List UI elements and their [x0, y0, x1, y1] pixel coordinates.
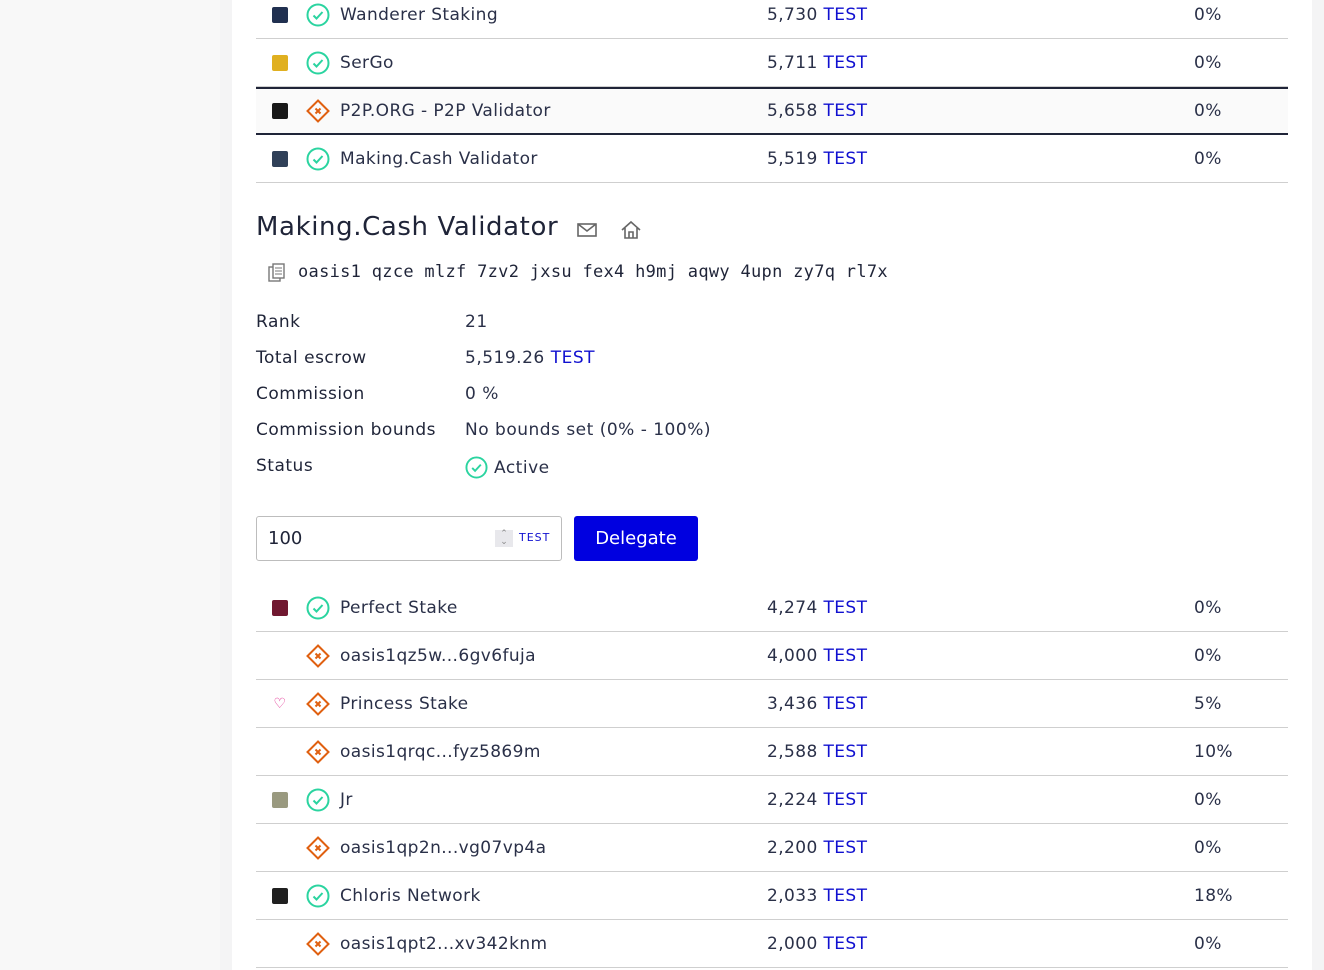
validator-row[interactable]: Perfect Stake 4,274 TEST 0% — [256, 584, 1288, 632]
escrow-amount: 2,000 TEST — [767, 933, 868, 954]
validator-table-top: Wanderer Staking 5,730 TEST 0% SerGo 5,711 T… — [256, 0, 1288, 183]
validator-name: SerGo — [340, 52, 394, 73]
validator-name: Perfect Stake — [340, 597, 458, 618]
detail-label: Total escrow — [256, 348, 367, 368]
escrow-amount: 5,519 TEST — [767, 148, 868, 169]
escrow-amount: 4,000 TEST — [767, 645, 868, 666]
escrow-amount: 2,224 TEST — [767, 789, 868, 810]
escrow-amount: 5,730 TEST — [767, 4, 868, 25]
commission: 0% — [1194, 645, 1222, 666]
escrow-amount: 2,200 TEST — [767, 837, 868, 858]
avatar — [272, 791, 288, 808]
validator-name: oasis1qp2n...vg07vp4a — [340, 837, 547, 858]
commission: 18% — [1194, 885, 1233, 906]
validator-row[interactable]: Making.Cash Validator 5,519 TEST 0% — [256, 135, 1288, 183]
validator-table-bottom: Perfect Stake 4,274 TEST 0% oasis1qz5w...6g… — [256, 584, 1288, 968]
commission: 0% — [1194, 52, 1222, 73]
status-inactive-icon — [306, 643, 330, 668]
validator-name: oasis1qpt2...xv342knm — [340, 933, 548, 954]
validator-name: oasis1qrqc...fyz5869m — [340, 741, 541, 762]
detail-value: 5,519.26 TEST — [465, 348, 596, 368]
escrow-amount: 5,658 TEST — [767, 101, 868, 121]
commission: 0% — [1194, 789, 1222, 810]
amount-field[interactable] — [268, 528, 468, 549]
sidebar — [0, 0, 220, 970]
status-inactive-icon — [306, 99, 330, 123]
email-icon[interactable] — [575, 218, 599, 242]
detail-label: Commission bounds — [256, 420, 437, 440]
status-inactive-icon — [306, 739, 330, 764]
status-active-icon — [306, 147, 330, 171]
status-active-icon — [306, 884, 330, 908]
validator-row[interactable]: oasis1qrqc...fyz5869m 2,588 TEST 10% — [256, 728, 1288, 776]
commission: 5% — [1194, 693, 1222, 714]
avatar — [272, 6, 288, 23]
detail-label: Status — [256, 456, 314, 476]
validator-row[interactable]: oasis1qp2n...vg07vp4a 2,200 TEST 0% — [256, 824, 1288, 872]
validator-name: Princess Stake — [340, 693, 469, 714]
status-inactive-icon — [306, 835, 330, 860]
copy-icon[interactable] — [268, 263, 286, 283]
avatar — [272, 150, 288, 167]
main-content: Wanderer Staking 5,730 TEST 0% SerGo 5,711 T… — [232, 0, 1312, 970]
validator-row[interactable]: SerGo 5,711 TEST 0% — [256, 39, 1288, 87]
escrow-amount: 5,711 TEST — [767, 52, 868, 73]
status-inactive-icon — [306, 691, 330, 716]
validator-title: Making.Cash Validator — [256, 212, 559, 242]
escrow-amount: 4,274 TEST — [767, 597, 868, 618]
escrow-amount: 2,588 TEST — [767, 741, 868, 762]
validator-row[interactable]: Jr 2,224 TEST 0% — [256, 776, 1288, 824]
commission: 0% — [1194, 597, 1222, 618]
validator-name: oasis1qz5w...6gv6fuja — [340, 645, 536, 666]
detail-value: 0 % — [465, 384, 499, 404]
avatar — [272, 887, 288, 904]
validator-name: Jr — [340, 789, 353, 810]
validator-row[interactable]: Wanderer Staking 5,730 TEST 0% — [256, 0, 1288, 39]
validator-row[interactable]: Chloris Network 2,033 TEST 18% — [256, 872, 1288, 920]
commission: 0% — [1194, 148, 1222, 169]
number-stepper[interactable]: ⌃ ⌄ — [495, 530, 513, 547]
commission: 0% — [1194, 4, 1222, 25]
commission: 0% — [1194, 837, 1222, 858]
validator-name: Wanderer Staking — [340, 4, 499, 25]
avatar — [272, 54, 288, 71]
detail-label: Commission — [256, 384, 365, 404]
delegate-button[interactable]: Delegate — [574, 516, 698, 561]
validator-name: Making.Cash Validator — [340, 148, 538, 169]
avatar — [272, 103, 288, 119]
status-active-icon — [306, 788, 330, 812]
avatar-heart-icon: ♡ — [273, 695, 287, 712]
commission: 0% — [1194, 101, 1222, 121]
status-active-icon — [306, 596, 330, 620]
validator-name: Chloris Network — [340, 885, 481, 906]
escrow-amount: 2,033 TEST — [767, 885, 868, 906]
status-inactive-icon — [306, 931, 330, 956]
status-active-icon — [306, 51, 330, 75]
validator-row[interactable]: P2P.ORG - P2P Validator 5,658 TEST 0% — [256, 87, 1288, 135]
website-home-icon[interactable] — [619, 218, 643, 242]
avatar — [272, 599, 288, 616]
validator-address[interactable]: oasis1 qzce mlzf 7zv2 jxsu fex4 h9mj aqw… — [298, 262, 888, 282]
validator-name: P2P.ORG - P2P Validator — [340, 101, 551, 121]
detail-label: Rank — [256, 312, 301, 332]
status-active-icon — [306, 3, 330, 27]
commission: 0% — [1194, 933, 1222, 954]
commission: 10% — [1194, 741, 1233, 762]
escrow-amount: 3,436 TEST — [767, 693, 868, 714]
validator-row[interactable]: oasis1qz5w...6gv6fuja 4,000 TEST 0% — [256, 632, 1288, 680]
validator-row[interactable]: oasis1qpt2...xv342knm 2,000 TEST 0% — [256, 920, 1288, 968]
delegate-amount-input[interactable]: ⌃⌄ TEST — [256, 516, 562, 561]
validator-row[interactable]: ♡ Princess Stake 3,436 TEST 5% — [256, 680, 1288, 728]
status-active-icon — [465, 456, 488, 479]
unit-label: TEST — [519, 531, 551, 544]
detail-value: No bounds set (0% - 100%) — [465, 420, 711, 440]
detail-value: Active — [465, 456, 550, 479]
detail-value: 21 — [465, 312, 488, 332]
